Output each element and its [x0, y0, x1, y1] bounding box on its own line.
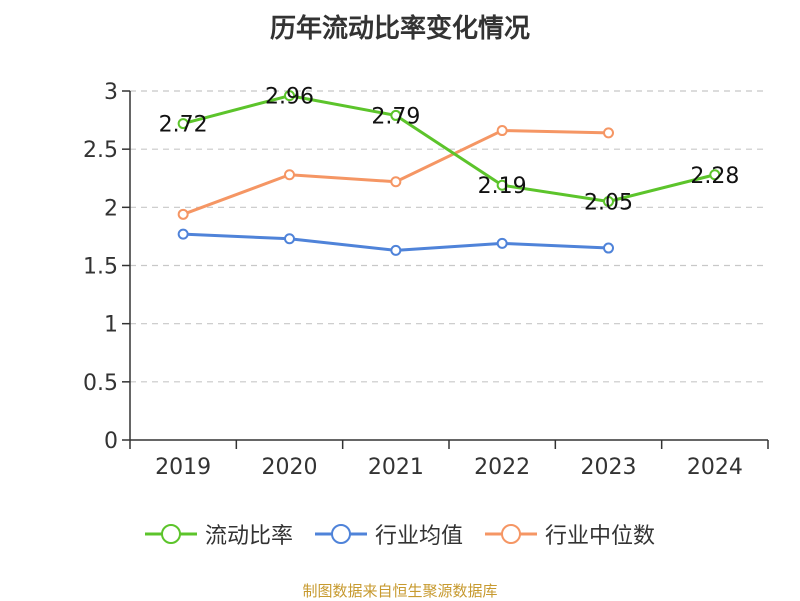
data-point	[390, 176, 402, 188]
data-point	[390, 109, 402, 121]
data-point	[496, 179, 508, 191]
x-tick-label: 2024	[687, 455, 743, 480]
data-label: 2.79	[371, 104, 420, 129]
chart-title: 历年流动比率变化情况	[269, 14, 530, 44]
y-tick-label: 1	[104, 313, 118, 338]
series-line-2	[182, 129, 609, 216]
data-labels: 2.72 2.96 2.79 2.19 2.05 2.28	[159, 85, 740, 216]
axes: 0 0.5 1 1.5 2 2.5 3 2019 2020 2021 2022 2023 2024	[83, 80, 769, 480]
legend-label: 流动比率	[204, 524, 293, 549]
legend: 流动比率 行业均值 行业中位数	[0, 518, 800, 550]
y-tick-label: 0	[104, 429, 118, 454]
legend-label: 行业均值	[374, 524, 463, 549]
y-tick-label: 0.5	[83, 371, 118, 396]
series-lines	[177, 90, 721, 256]
data-point	[177, 118, 189, 130]
x-tick-label: 2022	[474, 455, 530, 480]
data-point	[603, 196, 614, 208]
data-point	[284, 169, 295, 181]
legend-line-marker-icon	[144, 524, 197, 544]
data-point	[496, 125, 508, 137]
legend-line-marker-icon	[314, 524, 367, 544]
legend-label: 行业中位数	[545, 524, 656, 549]
legend-item[interactable]: 行业均值	[314, 518, 463, 550]
data-point	[496, 237, 508, 249]
data-point	[603, 242, 614, 254]
series-line-0	[182, 94, 716, 204]
data-label: 2.96	[265, 85, 314, 110]
data-point	[177, 228, 189, 240]
data-point	[603, 127, 614, 139]
data-label: 2.28	[690, 164, 739, 189]
x-tick-label: 2021	[368, 455, 424, 480]
data-label: 2.72	[159, 113, 208, 138]
data-label: 2.19	[478, 174, 527, 199]
x-tick-label: 2023	[581, 455, 637, 480]
x-tick-label: 2020	[262, 455, 318, 480]
y-tick-label: 2	[104, 196, 118, 221]
legend-item[interactable]: 行业中位数	[485, 518, 655, 550]
y-tick-label: 1.5	[83, 255, 118, 280]
data-point	[177, 208, 189, 220]
data-point	[284, 90, 295, 102]
data-point	[390, 244, 402, 256]
data-point	[284, 233, 295, 245]
legend-line-marker-icon	[485, 524, 537, 544]
y-tick-label: 2.5	[83, 138, 118, 163]
y-tick-label: 3	[104, 80, 118, 105]
source-note: 制图数据来自恒生聚源数据库	[302, 582, 498, 600]
data-point	[709, 169, 721, 181]
x-tick-label: 2019	[155, 455, 211, 480]
data-label: 2.05	[584, 191, 633, 216]
legend-item[interactable]: 流动比率	[144, 518, 293, 550]
